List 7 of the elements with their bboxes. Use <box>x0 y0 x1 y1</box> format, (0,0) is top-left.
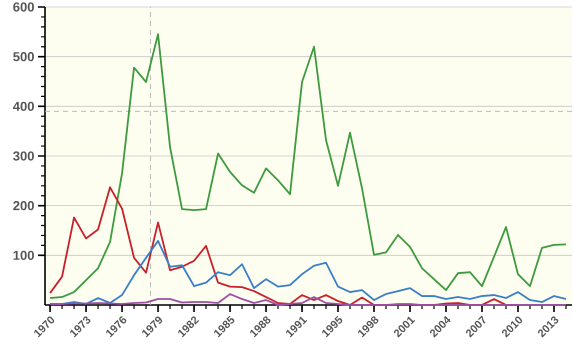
y-tick-label: 200 <box>13 201 34 210</box>
y-tick-label: 300 <box>13 151 34 161</box>
y-tick-label: 400 <box>12 102 34 111</box>
y-tick-label: 500 <box>13 52 34 62</box>
line-series <box>49 33 567 299</box>
y-tick-label: 600 <box>13 2 34 12</box>
y-tick-label: 100 <box>14 250 34 260</box>
